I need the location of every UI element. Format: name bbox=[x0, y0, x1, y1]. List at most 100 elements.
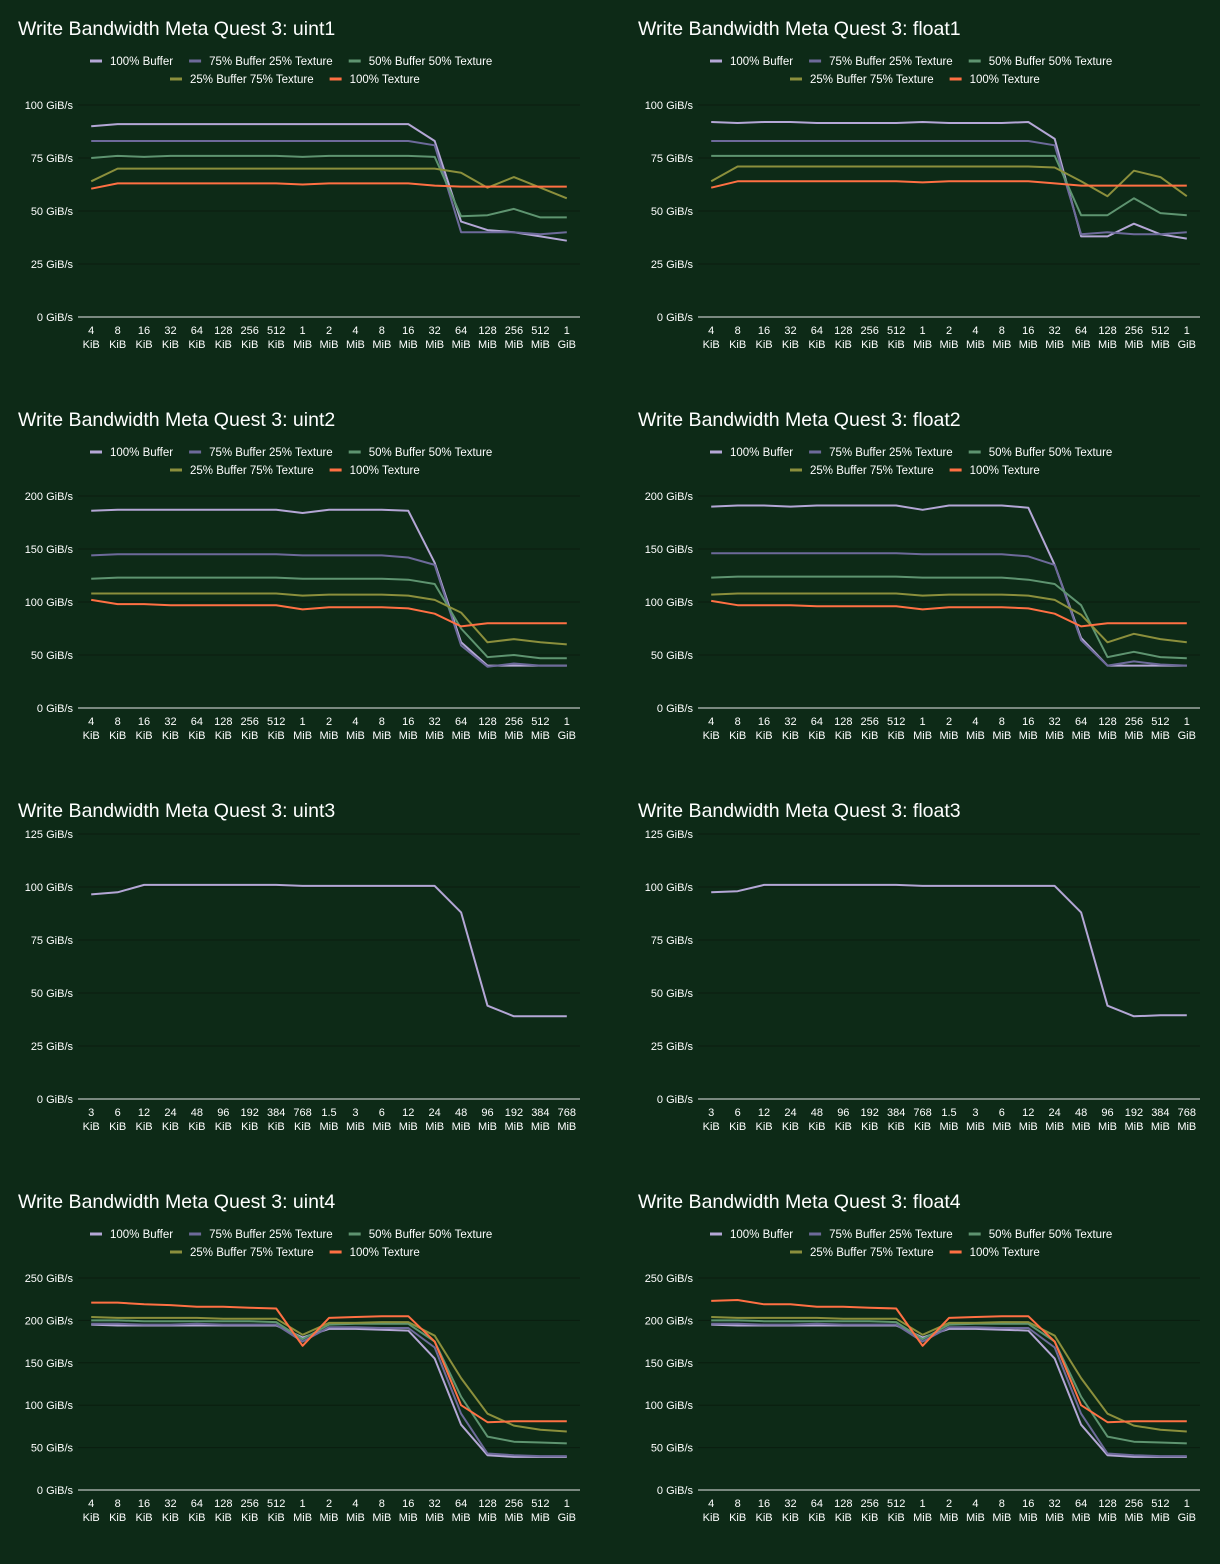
legend-item-75pct-buffer-25pct-texture: 75% Buffer 25% Texture bbox=[189, 1229, 333, 1241]
x-tick-unit: KiB bbox=[268, 1121, 285, 1133]
x-tick-unit: MiB bbox=[504, 1121, 523, 1133]
x-tick-unit: KiB bbox=[188, 339, 205, 351]
legend-item-25pct-buffer-75pct-texture: 25% Buffer 75% Texture bbox=[170, 1247, 314, 1259]
series-line-100pct-buffer bbox=[711, 121, 1187, 240]
legend-label: 100% Texture bbox=[350, 74, 420, 86]
legend-item-75pct-buffer-25pct-texture: 75% Buffer 25% Texture bbox=[189, 447, 333, 459]
x-tick-unit: MiB bbox=[425, 730, 444, 742]
x-tick-label: 64 bbox=[455, 325, 467, 337]
legend-label: 100% Buffer bbox=[110, 447, 173, 459]
x-tick-unit: MiB bbox=[1072, 1512, 1091, 1524]
x-tick-label: 32 bbox=[784, 1498, 796, 1510]
x-tick-label: 1 bbox=[564, 325, 570, 337]
legend-item-50pct-buffer-50pct-texture: 50% Buffer 50% Texture bbox=[968, 1229, 1113, 1241]
x-tick-label: 384 bbox=[531, 1107, 549, 1119]
x-tick-label: 32 bbox=[429, 1498, 441, 1510]
x-tick-label: 64 bbox=[1075, 1498, 1087, 1510]
x-tick-label: 32 bbox=[784, 325, 796, 337]
y-tick-label: 100 GiB/s bbox=[645, 100, 694, 112]
x-tick-label: 64 bbox=[191, 325, 203, 337]
x-tick-unit: GiB bbox=[1178, 339, 1196, 351]
series-line-100pct-texture bbox=[91, 1301, 567, 1424]
legend-item-100pct-buffer: 100% Buffer bbox=[90, 447, 173, 459]
x-tick-unit: KiB bbox=[755, 1121, 772, 1133]
y-tick-label: 125 GiB/s bbox=[25, 829, 74, 841]
x-tick-unit: MiB bbox=[1072, 730, 1091, 742]
x-tick-unit: KiB bbox=[729, 1121, 746, 1133]
x-tick-label: 4 bbox=[352, 716, 358, 728]
x-tick-unit: MiB bbox=[320, 1121, 339, 1133]
legend-label: 75% Buffer 25% Texture bbox=[209, 1229, 333, 1241]
legend-item-100pct-buffer: 100% Buffer bbox=[710, 1229, 793, 1241]
x-tick-label: 16 bbox=[1022, 325, 1034, 337]
legend-item-75pct-buffer-25pct-texture: 75% Buffer 25% Texture bbox=[809, 56, 953, 68]
chart-title: Write Bandwidth Meta Quest 3: uint3 bbox=[18, 800, 336, 822]
x-tick-unit: MiB bbox=[1124, 1121, 1143, 1133]
y-tick-label: 100 GiB/s bbox=[25, 597, 74, 609]
legend-label: 25% Buffer 75% Texture bbox=[810, 465, 934, 477]
x-tick-label: 16 bbox=[402, 1498, 414, 1510]
x-tick-unit: KiB bbox=[861, 730, 878, 742]
y-tick-label: 100 GiB/s bbox=[25, 1400, 74, 1412]
x-tick-label: 768 bbox=[558, 1107, 576, 1119]
x-tick-label: 8 bbox=[115, 716, 121, 728]
x-tick-label: 256 bbox=[241, 1498, 259, 1510]
x-tick-unit: MiB bbox=[557, 1121, 576, 1133]
x-tick-unit: MiB bbox=[1098, 1121, 1117, 1133]
series-line-100pct-texture bbox=[710, 180, 1187, 189]
x-tick-unit: KiB bbox=[109, 339, 126, 351]
y-tick-label: 250 GiB/s bbox=[645, 1273, 694, 1285]
x-tick-label: 16 bbox=[402, 716, 414, 728]
x-tick-unit: MiB bbox=[320, 1512, 339, 1524]
x-tick-label: 16 bbox=[402, 325, 414, 337]
x-tick-unit: KiB bbox=[241, 1512, 258, 1524]
x-tick-unit: KiB bbox=[782, 730, 799, 742]
x-tick-unit: KiB bbox=[782, 339, 799, 351]
x-tick-label: 16 bbox=[758, 1498, 770, 1510]
x-tick-unit: KiB bbox=[162, 1121, 179, 1133]
x-tick-unit: KiB bbox=[729, 339, 746, 351]
chart-plot-uint3: 0 GiB/s 25 GiB/s 50 GiB/s 75 GiB/s 100 GiB/s… bbox=[25, 829, 580, 1133]
x-tick-unit: GiB bbox=[1178, 1512, 1196, 1524]
legend-label: 50% Buffer 50% Texture bbox=[989, 1229, 1113, 1241]
series-line-100pct-texture bbox=[91, 598, 567, 628]
x-tick-label: 1 bbox=[564, 1498, 570, 1510]
x-tick-unit: MiB bbox=[940, 1512, 959, 1524]
x-tick-unit: MiB bbox=[346, 1512, 365, 1524]
x-tick-unit: MiB bbox=[966, 730, 985, 742]
x-tick-label: 256 bbox=[505, 1498, 523, 1510]
chart-plot-float2: 0 GiB/s 50 GiB/s 100 GiB/s 150 GiB/s 200 GiB… bbox=[645, 447, 1200, 742]
x-tick-unit: KiB bbox=[83, 1121, 100, 1133]
x-tick-label: 512 bbox=[1151, 716, 1169, 728]
x-tick-label: 32 bbox=[429, 325, 441, 337]
y-tick-label: 25 GiB/s bbox=[31, 1041, 74, 1053]
chart-title: Write Bandwidth Meta Quest 3: uint1 bbox=[18, 18, 336, 40]
series-line-1 bbox=[91, 883, 567, 1018]
x-tick-unit: MiB bbox=[940, 339, 959, 351]
x-tick-label: 128 bbox=[478, 1498, 496, 1510]
legend-label: 100% Texture bbox=[970, 1247, 1040, 1259]
x-tick-label: 256 bbox=[861, 716, 879, 728]
x-tick-unit: KiB bbox=[109, 1121, 126, 1133]
x-tick-label: 64 bbox=[455, 1498, 467, 1510]
legend-item-100pct-buffer: 100% Buffer bbox=[90, 56, 173, 68]
y-tick-label: 0 GiB/s bbox=[37, 1485, 74, 1497]
x-tick-label: 4 bbox=[88, 325, 94, 337]
x-tick-unit: MiB bbox=[1124, 730, 1143, 742]
legend-item-75pct-buffer-25pct-texture: 75% Buffer 25% Texture bbox=[189, 56, 333, 68]
x-tick-label: 768 bbox=[1178, 1107, 1196, 1119]
x-tick-label: 1 bbox=[564, 716, 570, 728]
x-tick-unit: GiB bbox=[558, 339, 576, 351]
x-tick-unit: MiB bbox=[1045, 339, 1064, 351]
x-tick-unit: KiB bbox=[808, 1512, 825, 1524]
x-tick-label: 3 bbox=[352, 1107, 358, 1119]
series-line-75pct-buffer-25pct-texture bbox=[711, 140, 1187, 236]
x-tick-unit: MiB bbox=[1045, 1512, 1064, 1524]
y-tick-label: 200 GiB/s bbox=[25, 1315, 74, 1327]
legend-label: 100% Texture bbox=[970, 465, 1040, 477]
x-tick-unit: MiB bbox=[531, 730, 550, 742]
y-tick-label: 50 GiB/s bbox=[31, 988, 74, 1000]
x-tick-label: 1.5 bbox=[941, 1107, 956, 1119]
x-tick-unit: MiB bbox=[346, 1121, 365, 1133]
chart-title: Write Bandwidth Meta Quest 3: uint4 bbox=[18, 1191, 336, 1213]
